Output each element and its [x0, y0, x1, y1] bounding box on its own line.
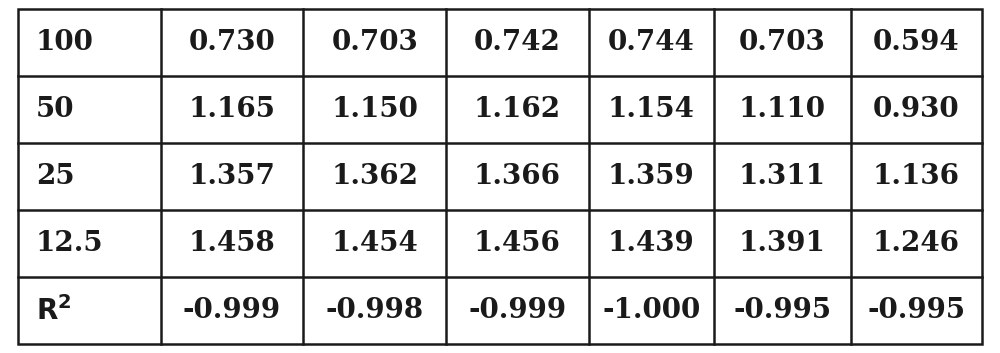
Text: -0.999: -0.999 — [183, 297, 281, 324]
Text: 1.357: 1.357 — [189, 163, 275, 190]
Text: 50: 50 — [36, 96, 74, 123]
Text: -0.999: -0.999 — [468, 297, 566, 324]
Text: 0.930: 0.930 — [873, 96, 960, 123]
Text: 1.439: 1.439 — [608, 230, 695, 257]
Text: $\mathbf{R}^{\mathbf{2}}$: $\mathbf{R}^{\mathbf{2}}$ — [36, 296, 72, 325]
Text: 1.136: 1.136 — [873, 163, 960, 190]
Text: 12.5: 12.5 — [36, 230, 104, 257]
Text: 1.454: 1.454 — [331, 230, 418, 257]
Text: -0.995: -0.995 — [733, 297, 832, 324]
Text: 1.359: 1.359 — [608, 163, 695, 190]
Text: 0.594: 0.594 — [873, 29, 960, 56]
Text: 0.730: 0.730 — [189, 29, 275, 56]
Text: 0.744: 0.744 — [608, 29, 695, 56]
Text: -0.998: -0.998 — [326, 297, 424, 324]
Text: 1.311: 1.311 — [739, 163, 826, 190]
Text: 0.703: 0.703 — [331, 29, 418, 56]
Text: -0.995: -0.995 — [867, 297, 966, 324]
Text: 1.456: 1.456 — [474, 230, 561, 257]
Text: 1.154: 1.154 — [608, 96, 695, 123]
Text: 1.391: 1.391 — [739, 230, 826, 257]
Text: 1.458: 1.458 — [189, 230, 275, 257]
Text: 25: 25 — [36, 163, 75, 190]
Text: 1.150: 1.150 — [331, 96, 418, 123]
Text: 1.246: 1.246 — [873, 230, 960, 257]
Text: 1.366: 1.366 — [474, 163, 561, 190]
Text: -1.000: -1.000 — [602, 297, 700, 324]
Text: 1.165: 1.165 — [189, 96, 276, 123]
Text: 1.162: 1.162 — [474, 96, 561, 123]
Text: 0.742: 0.742 — [474, 29, 561, 56]
Text: 100: 100 — [36, 29, 94, 56]
Text: 1.362: 1.362 — [331, 163, 418, 190]
Text: 1.110: 1.110 — [739, 96, 826, 123]
Text: 0.703: 0.703 — [739, 29, 826, 56]
